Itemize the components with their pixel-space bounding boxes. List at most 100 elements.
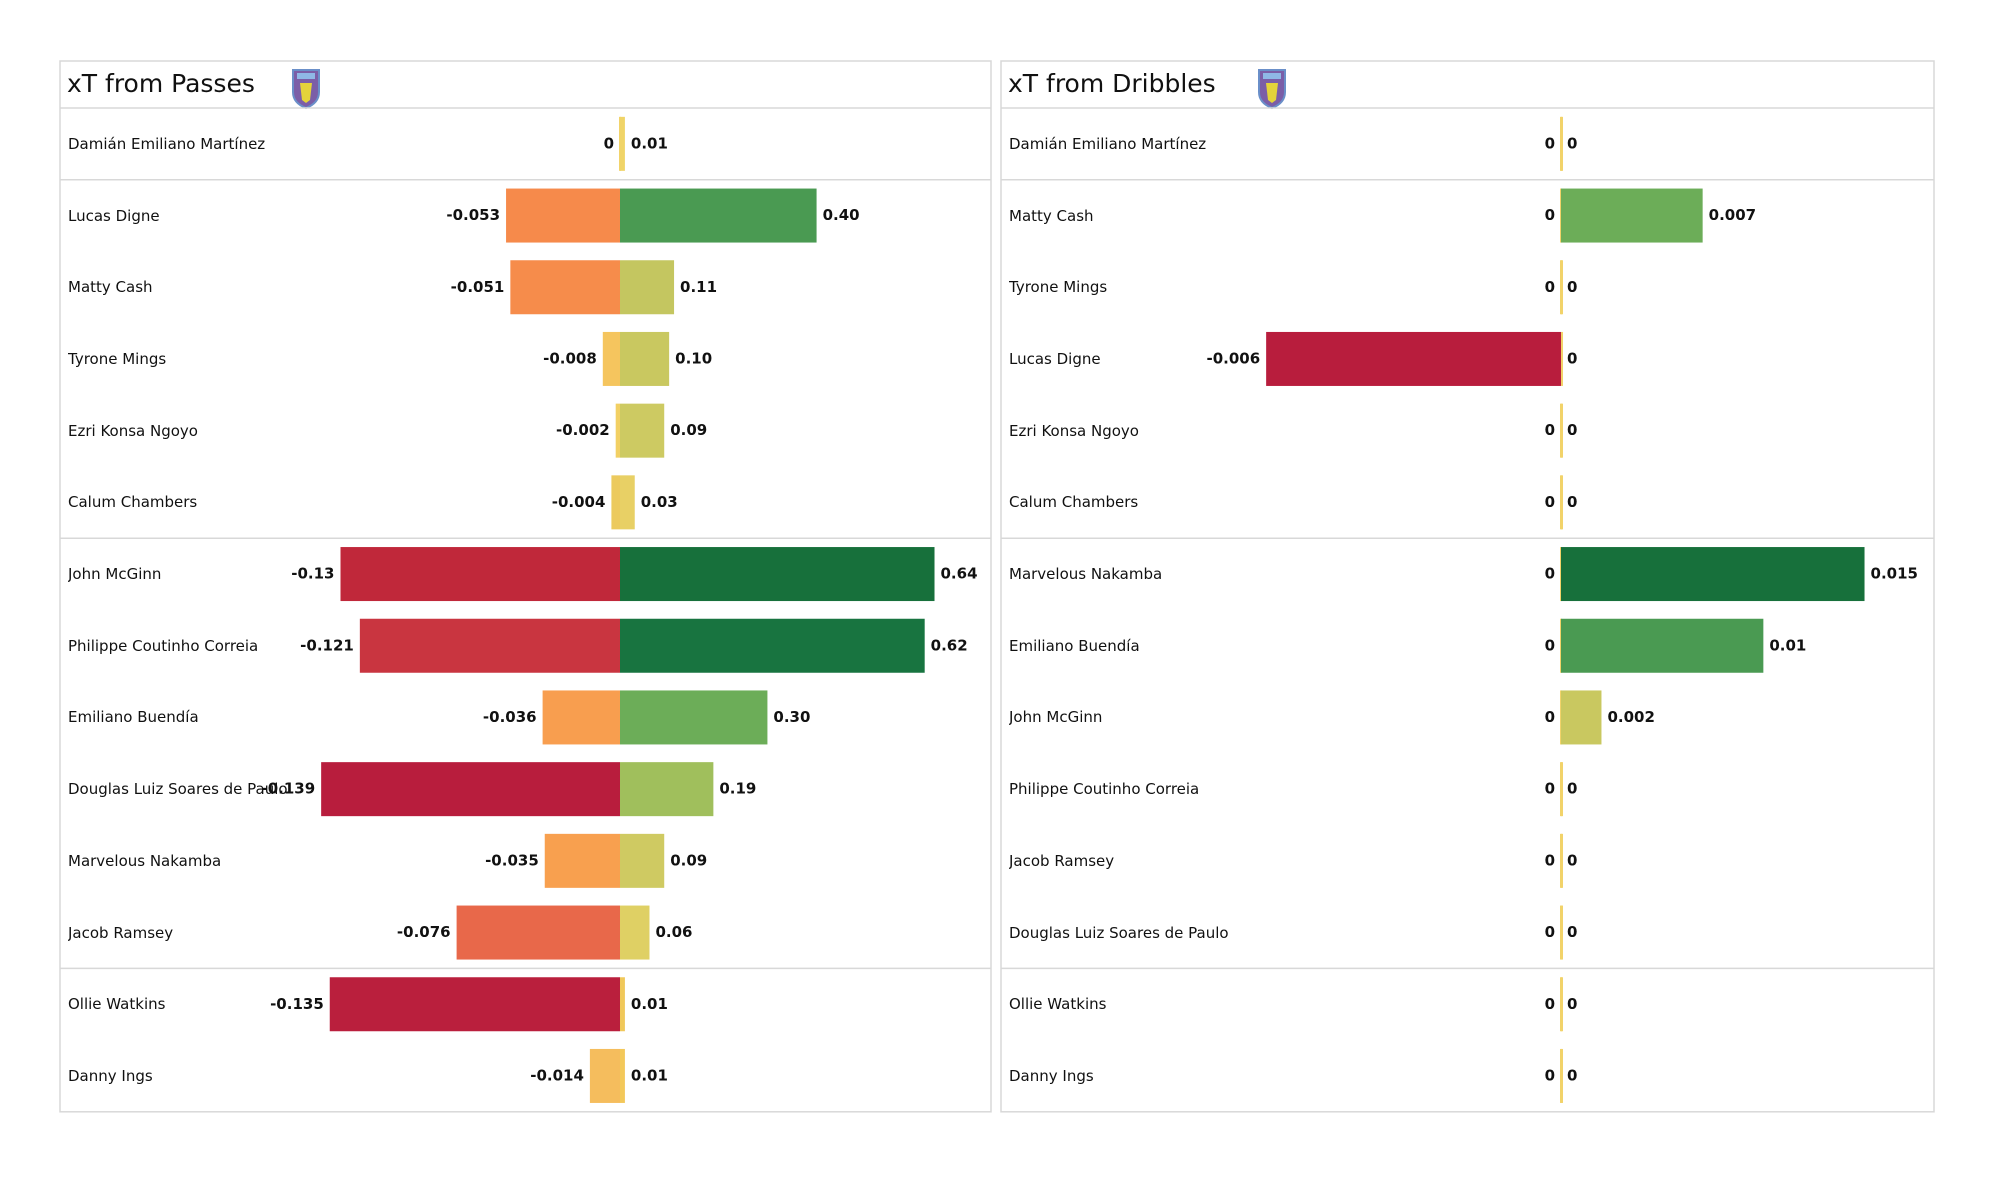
value-label: 0.09 — [670, 421, 707, 439]
value-label: 0.11 — [680, 278, 717, 296]
bar — [620, 690, 768, 745]
bar — [1561, 403, 1563, 458]
player-name: Tyrone Mings — [68, 349, 167, 368]
row-label-box: Ollie Watkins — [1009, 995, 1106, 1013]
value-label: 0 — [604, 134, 614, 152]
panel-title: xT from Dribbles — [1008, 69, 1216, 98]
row-label-box: Danny Ings — [1009, 1067, 1094, 1085]
value-label: -0.008 — [543, 349, 597, 367]
value-label: -0.053 — [446, 206, 500, 224]
value-label: 0.19 — [719, 780, 756, 798]
row-label-box: Lucas Digne — [68, 206, 160, 225]
player-name: Damián Emiliano Martínez — [1009, 134, 1207, 153]
value-label: -0.076 — [397, 923, 451, 941]
bar — [611, 475, 620, 530]
bar — [1561, 905, 1563, 960]
value-label: -0.035 — [485, 851, 539, 869]
value-label: 0.01 — [631, 134, 668, 152]
row-label-box: John McGinn — [68, 565, 161, 583]
player-name: Douglas Luiz Soares de Paulo — [1009, 923, 1229, 942]
value-label: -0.135 — [270, 995, 324, 1013]
row-label-box: Ollie Watkins — [68, 995, 166, 1014]
value-label: 0 — [1567, 923, 1577, 941]
value-label: 0 — [1567, 134, 1577, 152]
row-label-box: Matty Cash — [68, 278, 153, 297]
value-label: 0 — [1545, 636, 1555, 654]
value-label: 0.002 — [1607, 708, 1654, 726]
bar — [359, 618, 620, 673]
bar — [340, 547, 620, 602]
player-name: Ollie Watkins — [68, 995, 166, 1014]
player-name: Tyrone Mings — [1009, 278, 1108, 297]
bar — [510, 260, 620, 315]
value-label: -0.121 — [300, 636, 354, 654]
player-name: Matty Cash — [68, 278, 153, 297]
value-label: -0.051 — [451, 278, 505, 296]
value-label: 0 — [1545, 206, 1555, 224]
bar — [321, 762, 620, 817]
bar — [1561, 833, 1563, 888]
bar — [1561, 116, 1563, 171]
player-name: Marvelous Nakamba — [1009, 565, 1163, 584]
bar — [1561, 618, 1764, 673]
bar — [1561, 475, 1563, 530]
value-label: -0.13 — [291, 565, 334, 583]
player-name: Philippe Coutinho Correia — [1009, 780, 1200, 799]
bar — [1561, 1048, 1563, 1103]
row-label-box: Jacob Ramsey — [1009, 852, 1114, 870]
bar — [620, 977, 625, 1032]
bar — [1561, 188, 1703, 243]
value-label: 0 — [1567, 1066, 1577, 1084]
bar — [620, 475, 635, 530]
player-name: Lucas Digne — [1009, 349, 1101, 368]
bar — [544, 833, 620, 888]
value-label: 0 — [1567, 421, 1577, 439]
value-label: 0.01 — [631, 995, 668, 1013]
value-label: 0 — [1545, 780, 1555, 798]
bar — [620, 833, 665, 888]
bar — [1561, 547, 1865, 602]
row-label-box: Ezri Konsa Ngoyo — [1009, 422, 1139, 440]
value-label: 0.015 — [1871, 565, 1918, 583]
value-label: 0 — [1567, 493, 1577, 511]
bar — [506, 188, 620, 243]
panel-frame — [59, 60, 992, 1113]
value-label: 0 — [1567, 851, 1577, 869]
value-label: 0 — [1545, 565, 1555, 583]
player-name: Lucas Digne — [68, 206, 160, 225]
bar — [620, 547, 935, 602]
row-label-box: Douglas Luiz Soares de Paulo — [68, 780, 288, 798]
bar — [1561, 260, 1563, 315]
row-label-box: Tyrone Mings — [68, 349, 167, 368]
row-label-box: Calum Chambers — [68, 493, 198, 512]
player-name: John McGinn — [1009, 708, 1103, 727]
value-label: 0.01 — [631, 1066, 668, 1084]
row-label-box: Philippe Coutinho Correia — [1009, 780, 1200, 799]
value-label: 0 — [1545, 995, 1555, 1013]
row-label-box: Marvelous Nakamba — [1009, 565, 1163, 584]
value-label: 0 — [1545, 1066, 1555, 1084]
bar — [1561, 977, 1563, 1032]
row-label-box: Ezri Konsa Ngoyo — [68, 421, 198, 440]
row-label-box: Douglas Luiz Soares de Paulo — [1009, 923, 1229, 942]
bar — [615, 403, 620, 458]
player-name: Ezri Konsa Ngoyo — [68, 421, 198, 440]
player-name: Philippe Coutinho Correia — [68, 636, 259, 655]
row-label-box: Emiliano Buendía — [68, 708, 199, 727]
value-label: 0 — [1567, 780, 1577, 798]
player-name: Calum Chambers — [68, 493, 198, 512]
value-label: 0.64 — [941, 565, 978, 583]
row-label-box: John McGinn — [1009, 708, 1103, 727]
row-label-box: Calum Chambers — [1009, 493, 1138, 511]
bar — [620, 762, 714, 817]
player-name: Emiliano Buendía — [68, 708, 199, 727]
value-label: 0.62 — [931, 636, 968, 654]
value-label: 0 — [1567, 995, 1577, 1013]
value-label: -0.139 — [261, 780, 315, 798]
bar — [620, 1048, 625, 1103]
player-name: Damián Emiliano Martínez — [68, 134, 266, 153]
club-logo — [292, 69, 320, 109]
bar — [620, 403, 665, 458]
bar — [1561, 331, 1563, 386]
